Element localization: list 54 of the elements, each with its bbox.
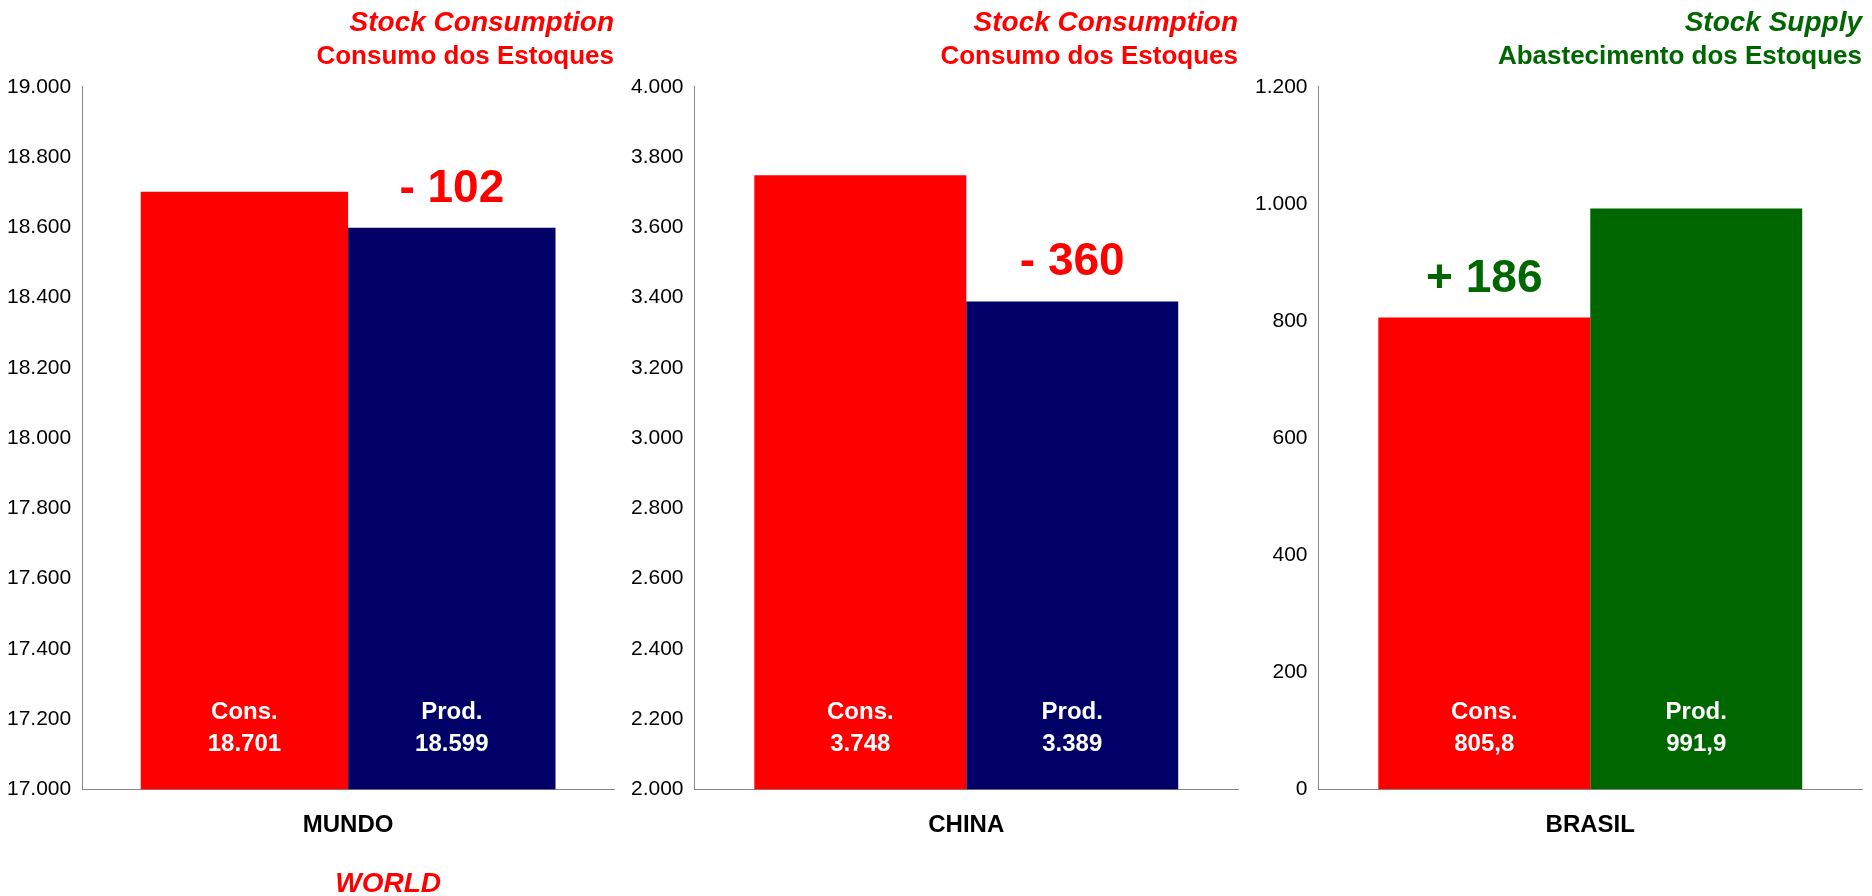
y-tick-label: 17.000 xyxy=(7,776,72,799)
y-tick-label: 2.600 xyxy=(630,565,684,589)
annotation: - 102 xyxy=(399,159,505,212)
y-tick-label: 3.000 xyxy=(630,424,684,448)
data-label: 18.701 xyxy=(207,729,282,757)
series-label: Cons. xyxy=(1450,697,1518,725)
y-tick-label: 18.000 xyxy=(7,424,72,448)
y-tick-label: 2.800 xyxy=(630,495,684,519)
y-tick-label: 1.200 xyxy=(1254,73,1308,97)
y-tick-label: 18.400 xyxy=(7,284,72,308)
chart-subtitle: Abastecimento dos Estoques xyxy=(1497,40,1862,71)
data-label: 991,9 xyxy=(1666,729,1727,757)
y-tick-label: 3.600 xyxy=(630,214,684,238)
chart-title: Stock Consumption xyxy=(973,5,1238,37)
y-tick-label: 1.000 xyxy=(1254,190,1308,214)
y-tick-label: 600 xyxy=(1272,424,1308,448)
y-tick-label: 2.000 xyxy=(630,776,684,799)
y-tick-label: 3.400 xyxy=(630,284,684,308)
series-label: Prod. xyxy=(421,697,483,725)
chart-subtitle: Consumo dos Estoques xyxy=(940,40,1238,71)
x-axis-title: WORLD xyxy=(335,867,441,896)
y-tick-label: 4.000 xyxy=(630,73,684,97)
y-tick-label: 18.600 xyxy=(7,214,72,238)
y-tick-label: 17.600 xyxy=(7,565,72,589)
data-label: 18.599 xyxy=(415,729,489,757)
y-tick-label: 800 xyxy=(1272,307,1308,331)
data-label: 3.389 xyxy=(1042,729,1103,757)
annotation: - 360 xyxy=(1019,233,1125,286)
y-tick-label: 2.200 xyxy=(630,705,684,729)
series-label: Prod. xyxy=(1665,697,1727,725)
series-label: Cons. xyxy=(826,697,894,725)
annotation: + 186 xyxy=(1426,249,1543,302)
y-tick-label: 0 xyxy=(1295,776,1308,799)
y-tick-label: 200 xyxy=(1272,658,1308,682)
x-tick-label: MUNDO xyxy=(302,810,394,838)
y-tick-label: 3.800 xyxy=(630,143,684,167)
y-tick-label: 17.800 xyxy=(7,495,72,519)
x-tick-label: BRASIL xyxy=(1545,810,1635,838)
y-tick-label: 19.000 xyxy=(7,73,72,97)
chart-subtitle: Consumo dos Estoques xyxy=(316,40,614,71)
series-label: Prod. xyxy=(1041,697,1103,725)
data-label: 805,8 xyxy=(1454,729,1515,757)
y-tick-label: 17.200 xyxy=(7,705,72,729)
y-tick-label: 400 xyxy=(1272,541,1308,565)
chart-title: Stock Supply xyxy=(1684,5,1864,37)
series-label: Cons. xyxy=(211,697,278,725)
chart-title: Stock Consumption xyxy=(349,5,614,37)
data-label: 3.748 xyxy=(830,729,891,757)
y-tick-label: 3.200 xyxy=(630,354,684,378)
y-tick-label: 2.400 xyxy=(630,635,684,659)
y-tick-label: 18.200 xyxy=(7,354,72,378)
y-tick-label: 18.800 xyxy=(7,143,72,167)
x-tick-label: CHINA xyxy=(928,810,1005,838)
y-tick-label: 17.400 xyxy=(7,635,72,659)
